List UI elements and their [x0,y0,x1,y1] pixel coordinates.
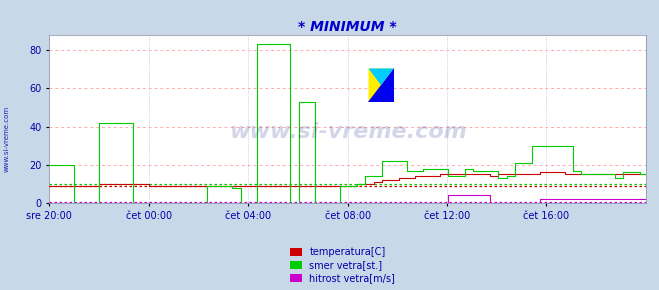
Polygon shape [368,68,393,85]
Legend: temperatura[C], smer vetra[st.], hitrost vetra[m/s]: temperatura[C], smer vetra[st.], hitrost… [288,245,397,285]
Text: www.si-vreme.com: www.si-vreme.com [3,106,10,172]
Text: www.si-vreme.com: www.si-vreme.com [229,122,467,142]
Polygon shape [368,68,393,102]
Title: * MINIMUM *: * MINIMUM * [299,20,397,34]
Polygon shape [368,68,393,102]
